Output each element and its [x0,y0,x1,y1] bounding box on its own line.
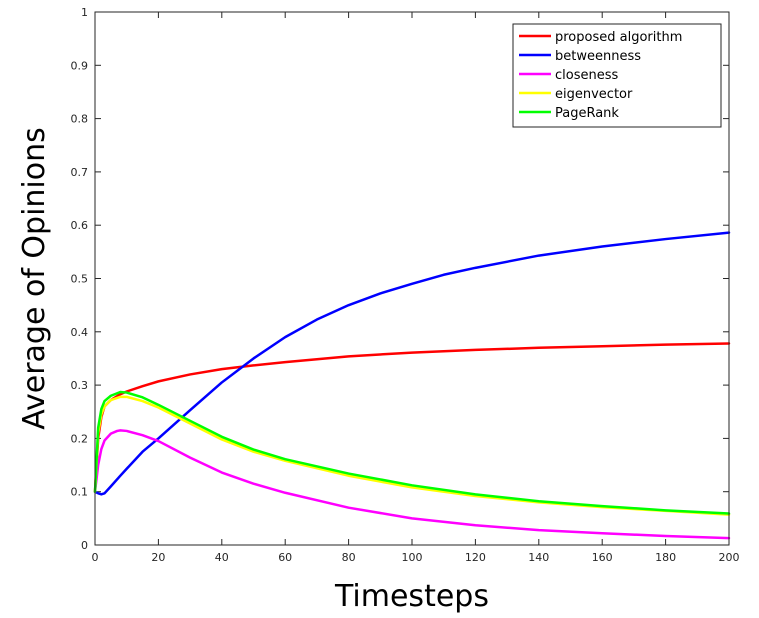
x-tick-label: 100 [402,551,423,564]
y-tick-label: 0 [81,539,88,552]
series-lines [93,231,731,540]
axis-ticks: 0 20 40 60 80 100 120 140 160 180 200 0 0.1 0.2 0.3 0.4… [71,6,740,564]
series-line-2 [93,429,731,540]
legend-box [512,23,722,128]
y-tick-label: 0.8 [71,113,89,126]
y-tick-label: 0.1 [71,486,89,499]
x-tick-label: 40 [215,551,229,564]
y-tick-label: 0.9 [71,59,89,72]
y-tick-label: 1 [81,6,88,19]
y-tick-label: 0.2 [71,432,89,445]
x-tick-label: 200 [719,551,740,564]
x-tick-label: 20 [151,551,165,564]
legend: proposed algorithm betweenness closeness ei… [512,23,722,128]
legend-label: PageRank [555,106,619,121]
x-tick-label: 0 [92,551,99,564]
x-tick-label: 140 [528,551,549,564]
series-line-1 [93,231,731,496]
series-line-4 [93,390,731,515]
x-axis-title: Timesteps [334,579,489,614]
y-tick-label: 0.6 [71,219,89,232]
x-tick-label: 80 [342,551,356,564]
legend-label: closeness [555,68,618,83]
y-tick-label: 0.3 [71,379,89,392]
y-tick-label: 0.5 [71,273,89,286]
legend-label: eigenvector [555,87,633,102]
y-axis-title: Average of Opinions [17,127,52,430]
legend-label: proposed algorithm [555,30,682,45]
plot-frame [94,11,730,546]
x-tick-label: 120 [465,551,486,564]
x-tick-label: 60 [278,551,292,564]
x-tick-label: 180 [655,551,676,564]
x-tick-label: 160 [592,551,613,564]
y-tick-label: 0.7 [71,166,89,179]
y-tick-label: 0.4 [71,326,89,339]
legend-label: betweenness [555,49,641,64]
